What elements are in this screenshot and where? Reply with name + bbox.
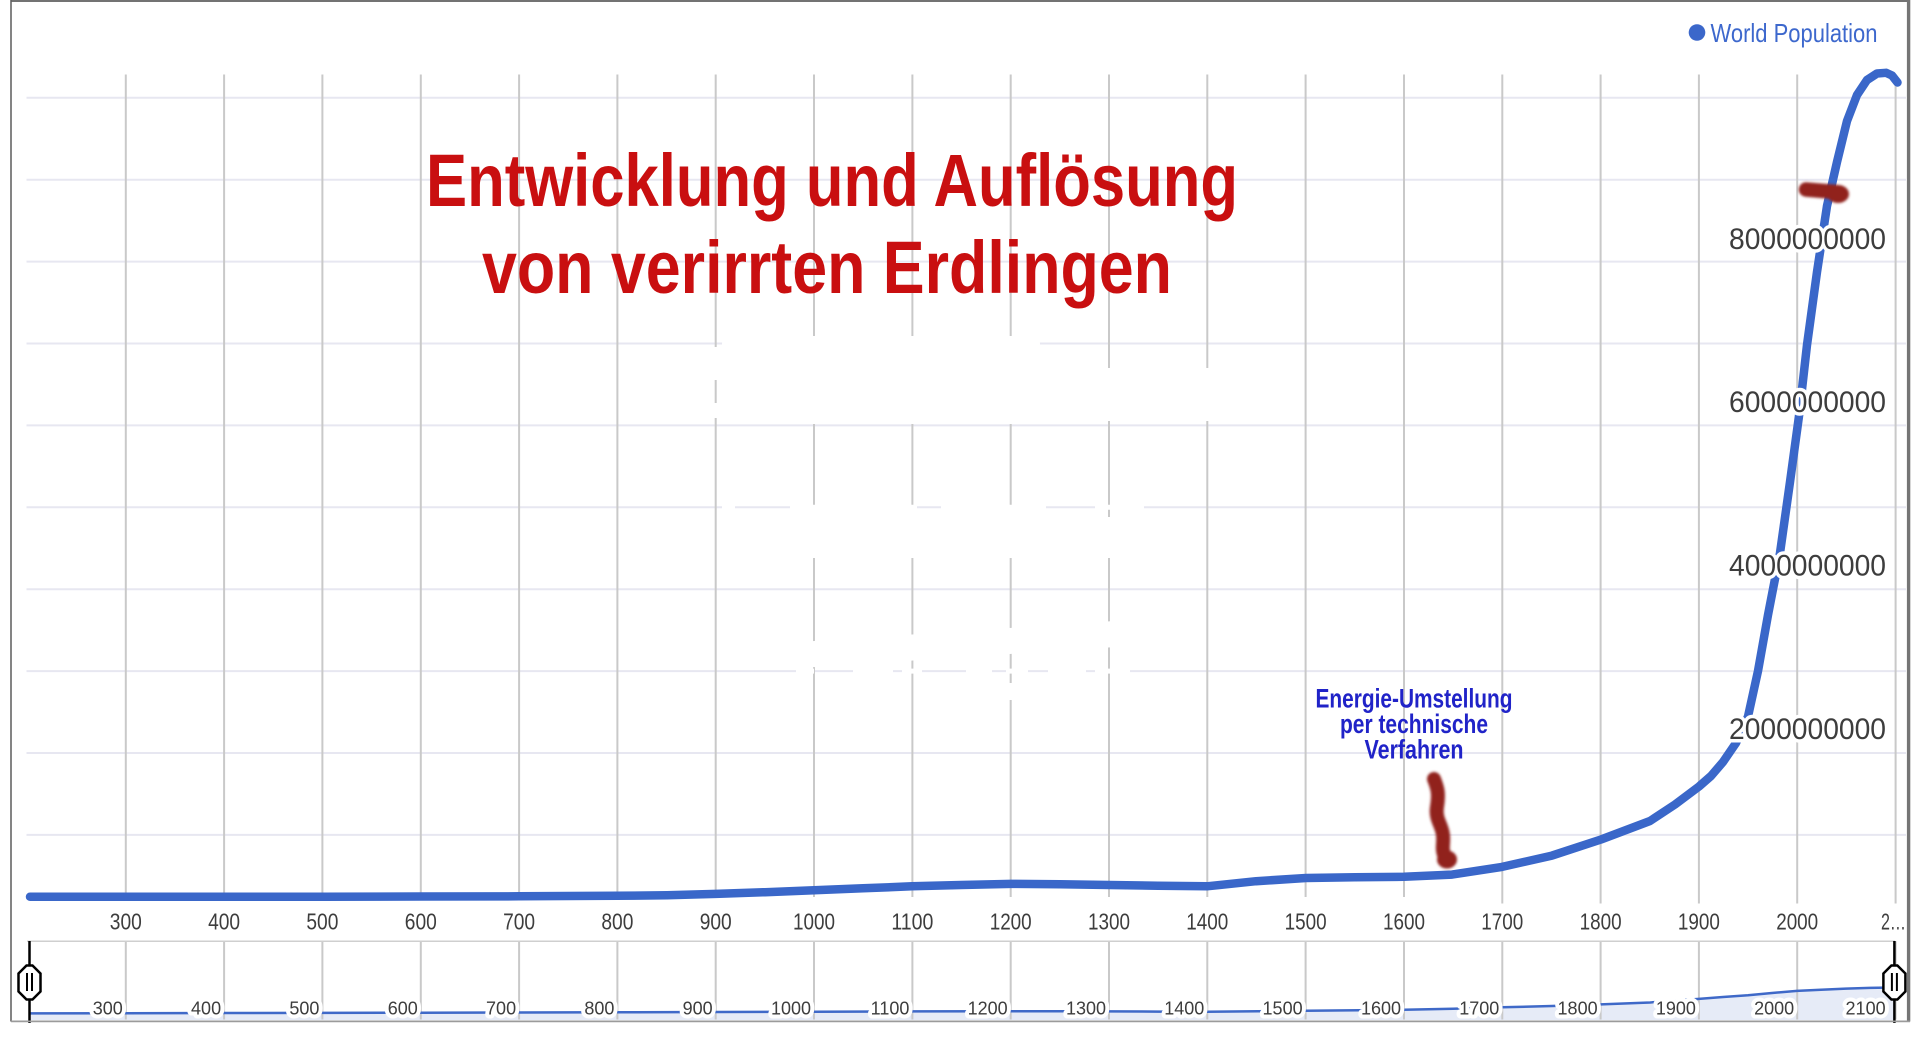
svg-text:1800: 1800	[1580, 909, 1622, 935]
svg-text:1500: 1500	[1263, 999, 1303, 1019]
svg-text:2000: 2000	[1776, 909, 1818, 935]
svg-text:1700: 1700	[1459, 999, 1499, 1019]
svg-text:1200: 1200	[968, 999, 1008, 1019]
svg-text:400: 400	[191, 999, 221, 1019]
svg-text:1700: 1700	[1481, 909, 1523, 935]
svg-text:1400: 1400	[1186, 909, 1228, 935]
svg-text:4000000000: 4000000000	[1729, 550, 1886, 583]
svg-text:1200: 1200	[990, 909, 1032, 935]
svg-text:300: 300	[93, 999, 123, 1019]
svg-text:World Population: World Population	[1711, 18, 1878, 48]
svg-text:1600: 1600	[1361, 999, 1401, 1019]
svg-text:Energie-Umstellung: Energie-Umstellung	[1316, 684, 1513, 714]
svg-text:300: 300	[110, 909, 142, 935]
svg-text:Verfahren: Verfahren	[1365, 735, 1464, 765]
svg-text:800: 800	[584, 999, 614, 1019]
svg-text:500: 500	[306, 909, 338, 935]
svg-text:1100: 1100	[871, 999, 910, 1019]
svg-text:900: 900	[683, 999, 713, 1019]
svg-text:1100: 1100	[891, 909, 933, 935]
svg-text:1500: 1500	[1285, 909, 1327, 935]
svg-text:1000: 1000	[771, 999, 811, 1019]
svg-text:8000000000: 8000000000	[1729, 223, 1886, 256]
svg-text:2100: 2100	[1846, 999, 1886, 1019]
svg-text:500: 500	[289, 999, 319, 1019]
svg-text:von verirrten Erdlingen: von verirrten Erdlingen	[482, 226, 1172, 309]
svg-text:700: 700	[503, 909, 535, 935]
svg-text:1900: 1900	[1678, 909, 1720, 935]
svg-text:1800: 1800	[1558, 999, 1598, 1019]
svg-text:2000: 2000	[1754, 999, 1794, 1019]
svg-text:2…: 2…	[1881, 909, 1906, 935]
svg-text:400: 400	[208, 909, 240, 935]
svg-text:700: 700	[486, 999, 516, 1019]
svg-text:600: 600	[405, 909, 437, 935]
svg-text:1000: 1000	[793, 909, 835, 935]
svg-text:1900: 1900	[1656, 999, 1696, 1019]
svg-text:1300: 1300	[1088, 909, 1130, 935]
svg-text:per technische: per technische	[1340, 709, 1488, 739]
svg-text:1300: 1300	[1066, 999, 1106, 1019]
svg-text:800: 800	[601, 909, 633, 935]
svg-text:2000000000: 2000000000	[1729, 713, 1886, 746]
svg-text:Entwicklung und Auflösung: Entwicklung und Auflösung	[426, 139, 1238, 222]
svg-text:1400: 1400	[1164, 999, 1204, 1019]
svg-text:1600: 1600	[1383, 909, 1425, 935]
svg-text:900: 900	[700, 909, 732, 935]
svg-text:6000000000: 6000000000	[1729, 386, 1886, 419]
svg-text:600: 600	[388, 999, 418, 1019]
